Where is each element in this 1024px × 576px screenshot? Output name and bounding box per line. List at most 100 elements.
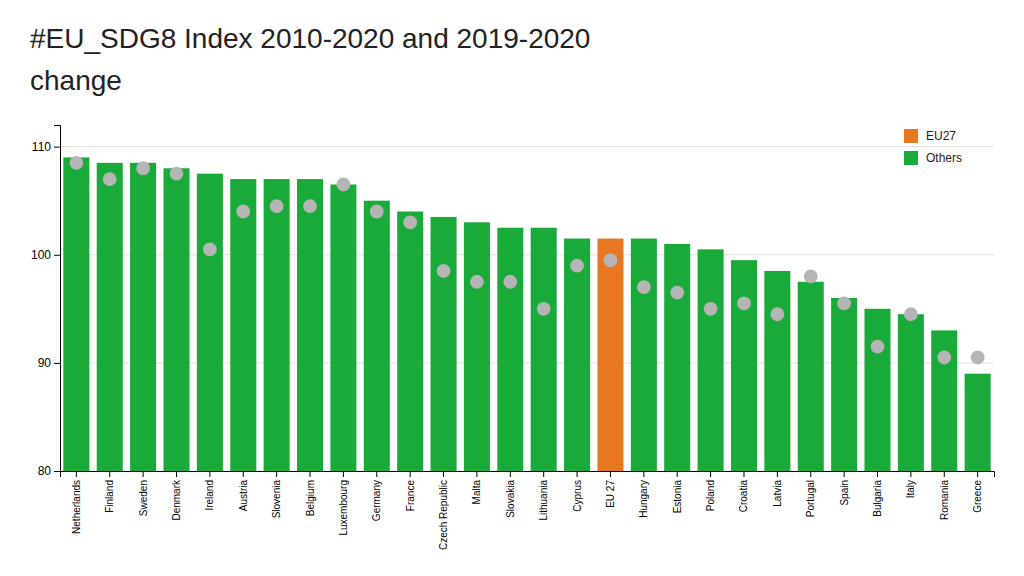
tick: Croatia: [738, 471, 749, 512]
tick: Ireland: [204, 471, 215, 511]
tick-mark: [143, 471, 144, 477]
tick-mark: [476, 471, 477, 477]
dot: [837, 296, 851, 310]
tick-mark: [710, 471, 711, 477]
dot: [370, 205, 384, 219]
bar: [230, 179, 256, 471]
tick-mark: [743, 471, 744, 477]
grid-line: [60, 146, 994, 147]
dot: [336, 178, 350, 192]
bar: [564, 239, 590, 471]
tick-mark: [910, 471, 911, 477]
bar: [364, 201, 390, 471]
tick: Estonia: [672, 471, 683, 513]
dot: [437, 264, 451, 278]
tick-label: 90: [38, 356, 52, 370]
bar: [731, 260, 757, 471]
tick: Belgium: [305, 471, 316, 516]
tick: Germany: [371, 471, 382, 521]
tick: Bulgaria: [872, 471, 883, 517]
tick: Poland: [705, 471, 716, 511]
x-axis: Netherlands Finland Sweden Denmark Ireland Au…: [61, 471, 995, 550]
legend: EU27Others: [904, 129, 962, 165]
tick-label: Austria: [238, 480, 249, 512]
dot: [971, 351, 985, 365]
tick-label: 100: [31, 248, 51, 262]
legend-label: EU27: [926, 129, 956, 143]
bar: [965, 374, 991, 471]
y-axis: 80 90 100 110: [31, 126, 61, 479]
tick-label: Italy: [905, 480, 916, 498]
bar-series: [63, 157, 990, 471]
grid: [60, 147, 994, 471]
tick-mark: [410, 471, 411, 477]
legend-swatch: [904, 151, 918, 165]
dot: [537, 302, 551, 316]
tick-label: Sweden: [138, 480, 149, 516]
tick-label: Germany: [371, 480, 382, 521]
tick-label: Romania: [939, 480, 950, 520]
title: #EU_SDG8 Index 2010-2020 and 2019-2020: [30, 23, 590, 54]
tick-mark: [543, 471, 544, 477]
tick: Austria: [238, 471, 249, 511]
dot: [136, 161, 150, 175]
tick-label: Ireland: [204, 480, 215, 511]
bar: [531, 228, 557, 471]
bar: [798, 282, 824, 471]
bar: [163, 168, 189, 471]
tick-label: 110: [32, 140, 51, 154]
tick-label: Estonia: [672, 480, 683, 514]
tick: 100: [31, 248, 60, 262]
dot: [737, 296, 751, 310]
tick: France: [405, 471, 416, 511]
tick-label: Netherlands: [71, 480, 82, 534]
tick-label: Finland: [104, 480, 115, 513]
dot: [704, 302, 718, 316]
tick: Cyprus: [572, 471, 583, 512]
tick-label: Belgium: [305, 480, 316, 516]
tick-mark: [310, 471, 311, 477]
bar: [431, 217, 457, 471]
tick: Netherlands: [71, 471, 82, 534]
tick-label: Bulgaria: [872, 480, 883, 517]
dot: [770, 307, 784, 321]
tick: 80: [38, 464, 60, 478]
tick-label: Cyprus: [572, 480, 583, 512]
bar: [664, 244, 690, 471]
tick-mark: [877, 471, 878, 477]
tick: Greece: [972, 471, 983, 513]
tick: Slovakia: [505, 471, 516, 518]
tick: Lithuania: [538, 471, 549, 521]
tick: Hungary: [638, 471, 649, 518]
dot: [503, 275, 517, 289]
tick-mark: [810, 471, 811, 477]
dot: [904, 307, 918, 321]
dot: [203, 242, 217, 256]
bar: [497, 228, 523, 471]
tick-label: Czech Republic: [438, 480, 449, 550]
bar: [297, 179, 323, 471]
legend-item: EU27: [904, 129, 956, 143]
tick: Czech Republic: [438, 471, 449, 550]
bar: [397, 212, 423, 472]
bar: [330, 184, 356, 471]
tick: Romania: [939, 471, 950, 520]
tick: 90: [38, 356, 60, 370]
tick: Slovenia: [271, 471, 282, 518]
tick-label: Hungary: [638, 480, 649, 518]
tick: Denmark: [171, 471, 182, 521]
tick-mark: [443, 471, 444, 477]
tick-label: Lithuania: [538, 480, 549, 521]
bar: [931, 330, 957, 471]
tick-mark: [54, 147, 60, 148]
dot: [103, 172, 117, 186]
tick-mark: [944, 471, 945, 477]
tick-mark: [643, 471, 644, 477]
tick-mark: [677, 471, 678, 477]
bar: [631, 239, 657, 471]
tick-label: Malta: [471, 480, 482, 505]
tick-mark: [977, 471, 978, 477]
bar: [898, 314, 924, 471]
bar: [130, 163, 156, 471]
tick: Portugal: [805, 471, 816, 517]
